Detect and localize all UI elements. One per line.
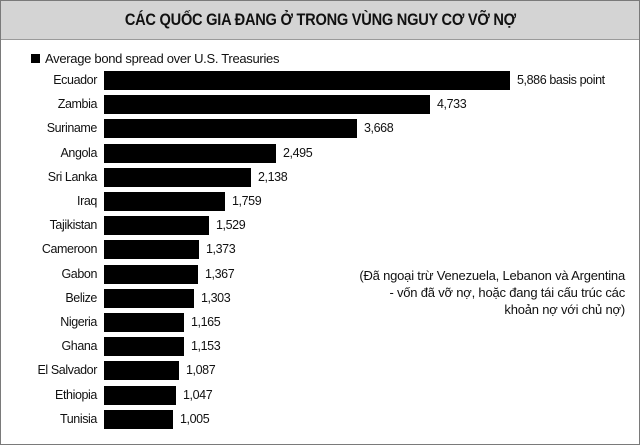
table-row: El Salvador 1,087 <box>1 361 640 381</box>
country-label: Ghana <box>61 339 97 354</box>
bar <box>104 192 225 211</box>
value-label: 1,303 <box>201 290 231 305</box>
value-label: 2,138 <box>258 169 288 184</box>
table-row: Iraq 1,759 <box>1 192 640 211</box>
country-label: Sri Lanka <box>47 169 98 184</box>
legend: Average bond spread over U.S. Treasuries <box>31 51 279 66</box>
value-label: 1,005 <box>180 411 210 426</box>
table-row: Gabon 1,367 <box>1 264 640 284</box>
country-label: Tunisia <box>59 411 97 426</box>
value-label: 1,087 <box>186 363 216 378</box>
table-row: Zambia 4,733 <box>1 95 640 115</box>
bar <box>104 119 357 139</box>
value-label: 1,047 <box>183 387 213 402</box>
bar <box>104 313 184 332</box>
value-label: 1,373 <box>206 242 236 257</box>
title-bar: CÁC QUỐC GIA ĐANG Ở TRONG VÙNG NGUY CƠ V… <box>1 1 639 40</box>
value-label: 1,529 <box>216 218 246 233</box>
country-label: Ecuador <box>53 73 97 87</box>
bar <box>104 71 510 90</box>
table-row: Ethiopia 1,047 <box>1 385 640 405</box>
bar <box>104 95 430 115</box>
legend-swatch-icon <box>31 54 40 63</box>
chart-title: CÁC QUỐC GIA ĐANG Ở TRONG VÙNG NGUY CƠ V… <box>124 10 516 29</box>
table-row: Ecuador 5,886 basis point <box>1 71 640 90</box>
footnote-line: (Đã ngoại trừ Venezuela, Lebanon và Arge… <box>359 268 625 283</box>
value-label: 3,668 <box>364 121 394 136</box>
value-label: 5,886 basis point <box>517 73 605 87</box>
bar <box>104 167 251 187</box>
country-label: Nigeria <box>60 315 97 329</box>
table-row: Sri Lanka 2,138 <box>1 167 640 187</box>
country-label: Belize <box>65 290 97 305</box>
table-row: Tajikistan 1,529 <box>1 216 640 236</box>
bar <box>104 143 276 163</box>
footnote-line: - vốn đã vỡ nợ, hoặc đang tái cấu trúc c… <box>389 285 625 300</box>
legend-label: Average bond spread over U.S. Treasuries <box>45 51 280 66</box>
country-label: El Salvador <box>37 363 97 378</box>
table-row: Belize 1,303 <box>1 288 640 308</box>
bar <box>104 361 179 381</box>
country-label: Suriname <box>46 121 98 136</box>
value-label: 1,165 <box>191 315 221 329</box>
bar <box>104 409 173 429</box>
table-row: Nigeria 1,165 <box>1 313 640 332</box>
country-label: Angola <box>60 145 97 160</box>
table-row: Cameroon 1,373 <box>1 240 640 260</box>
bar <box>104 216 209 236</box>
country-label: Iraq <box>77 194 97 208</box>
value-label: 4,733 <box>437 97 467 112</box>
bar <box>104 288 194 308</box>
footnote: (Đã ngoại trừ Venezuela, Lebanon và Arge… <box>295 267 625 318</box>
country-label: Gabon <box>61 266 97 281</box>
bar <box>104 337 184 357</box>
value-label: 2,495 <box>283 145 313 160</box>
country-label: Zambia <box>57 97 98 112</box>
table-row: Angola 2,495 <box>1 143 640 163</box>
table-row: Tunisia 1,005 <box>1 409 640 429</box>
bar <box>104 240 199 260</box>
footnote-line: khoản nợ với chủ nợ) <box>504 302 625 317</box>
table-row: Ghana 1,153 <box>1 337 640 357</box>
value-label: 1,153 <box>191 339 221 354</box>
value-label: 1,367 <box>205 266 235 281</box>
value-label: 1,759 <box>232 194 262 208</box>
bar <box>104 264 198 284</box>
country-label: Tajikistan <box>49 218 98 233</box>
table-row: Suriname 3,668 <box>1 119 640 139</box>
country-label: Ethiopia <box>55 387 97 402</box>
bar <box>104 385 176 405</box>
country-label: Cameroon <box>41 242 98 257</box>
